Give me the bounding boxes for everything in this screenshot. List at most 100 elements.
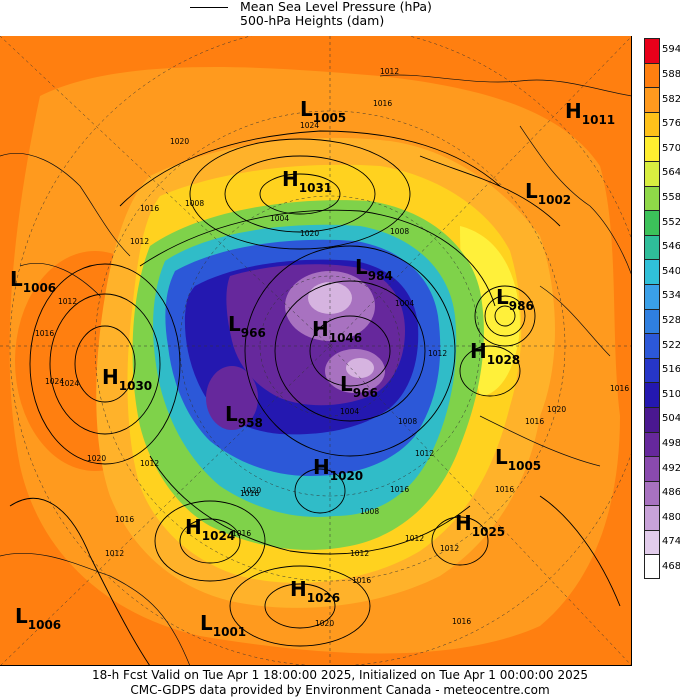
isobar-label: 1020 (87, 454, 106, 463)
high-pressure-center: H1026 (290, 577, 340, 605)
legend-header: Mean Sea Level Pressure (hPa) 500-hPa He… (0, 0, 680, 36)
colorbar-swatch (644, 431, 660, 457)
low-pressure-center: L984 (355, 255, 393, 283)
colorbar-swatch (644, 38, 660, 63)
low-pressure-center: L1001 (200, 611, 246, 639)
colorbar-level-label: 582 (662, 93, 680, 105)
high-pressure-center: H1025 (455, 511, 505, 539)
pressure-center-layer: L1005 H1011 H1031 L1002 L1006 L986 H1030 L966 H1… (10, 97, 615, 639)
colorbar-level-label: 552 (662, 216, 680, 228)
coastlines (0, 74, 631, 665)
high-pressure-center: H1020 (313, 455, 363, 483)
isobar-label: 1004 (270, 214, 289, 223)
isobar-label: 1008 (185, 199, 204, 208)
colorbar-level-label: 576 (662, 118, 680, 130)
colorbar-level-label: 558 (662, 191, 680, 203)
colorbar-level-label: 522 (662, 339, 680, 351)
colorbar-level-label: 498 (662, 437, 680, 449)
data-credit-text: CMC-GDPS data provided by Environment Ca… (130, 683, 550, 697)
isobar-label: 1020 (315, 619, 334, 628)
isobar-label: 1016 (140, 204, 159, 213)
colorbar-level-label: 468 (662, 560, 680, 572)
low-pressure-center: L1006 (15, 604, 61, 632)
isobar-label: 1016 (610, 384, 629, 393)
colorbar-level-label: 480 (662, 511, 680, 523)
colorbar-level-label: 546 (662, 241, 680, 253)
colorbar-swatch (644, 283, 660, 309)
colorbar-swatch (644, 505, 660, 530)
isobar-legend-line (190, 7, 228, 8)
isobar-label-layer: 1012 1016 1024 1020 1008 1012 1016 1016 1024 1020… (35, 67, 629, 628)
high-pressure-center: H1030 (102, 365, 152, 393)
colorbar-level-label: 594 (662, 44, 680, 56)
low-pressure-center: L966 (340, 372, 378, 400)
colorbar-swatch (644, 111, 660, 137)
weather-map: 1012 1016 1024 1020 1008 1012 1016 1016 1024 1020… (0, 36, 632, 666)
isobar-label: 1016 (240, 489, 259, 498)
isobar-label: 1024 (300, 121, 319, 130)
isobar-label: 1016 (525, 417, 544, 426)
height-colorbar (644, 38, 660, 580)
colorbar-level-label: 564 (662, 167, 680, 179)
low-pressure-center: L958 (225, 402, 263, 430)
isobar-label: 1020 (300, 229, 319, 238)
isobar-label: 1008 (390, 227, 409, 236)
isobar-label: 1012 (380, 67, 399, 76)
colorbar-swatch (644, 456, 660, 481)
footer: 18-h Fcst Valid on Tue Apr 1 18:00:00 20… (0, 668, 680, 698)
isobar-label: 1008 (360, 507, 379, 516)
colorbar-level-label: 474 (662, 536, 680, 548)
isobar-label: 1016 (452, 617, 471, 626)
low-pressure-center: L1006 (10, 267, 56, 295)
colorbar-swatch (644, 554, 660, 580)
isobar-label: 1016 (115, 515, 134, 524)
colorbar-swatch (644, 382, 660, 407)
colorbar-swatch (644, 259, 660, 284)
isobar-label: 1020 (547, 405, 566, 414)
colorbar-swatch (644, 185, 660, 211)
isobar-label: 1004 (395, 299, 414, 308)
colorbar-swatch (644, 357, 660, 383)
isobar-label: 1016 (35, 329, 54, 338)
height-field-492-lobe (206, 366, 258, 430)
low-pressure-center: L966 (228, 312, 266, 340)
isobar-label: 1024 (45, 377, 64, 386)
colorbar-swatch (644, 480, 660, 506)
colorbar-level-label: 492 (662, 462, 680, 474)
isobar-label: 1024 (60, 379, 79, 388)
isobar-label: 1012 (428, 349, 447, 358)
heights-legend-label: 500-hPa Heights (dam) (240, 13, 385, 28)
low-pressure-center: L1005 (495, 445, 541, 473)
height-field-474 (308, 282, 374, 378)
colorbar-level-label: 504 (662, 413, 680, 425)
isobar-label: 1012 (130, 237, 149, 246)
isobar-label: 1012 (58, 297, 77, 306)
colorbar-level-label: 516 (662, 364, 680, 376)
colorbar-level-label: 570 (662, 142, 680, 154)
colorbar-swatch (644, 160, 660, 186)
isobar-label: 1008 (398, 417, 417, 426)
forecast-valid-text: 18-h Fcst Valid on Tue Apr 1 18:00:00 20… (92, 668, 588, 682)
isobar-label: 1016 (232, 529, 251, 538)
pressure-legend-label: Mean Sea Level Pressure (hPa) (240, 0, 432, 14)
colorbar-swatch (644, 62, 660, 88)
colorbar-level-label: 486 (662, 487, 680, 499)
colorbar-swatch (644, 210, 660, 235)
colorbar-swatch (644, 308, 660, 334)
isobar-label: 1004 (340, 407, 359, 416)
isobar-label: 1016 (390, 485, 409, 494)
colorbar-swatch (644, 87, 660, 112)
isobar-label: 1012 (350, 549, 369, 558)
colorbar-level-label: 510 (662, 388, 680, 400)
colorbar-swatch (644, 529, 660, 555)
colorbar-swatch (644, 333, 660, 358)
high-pressure-center: H1046 (312, 317, 362, 345)
high-pressure-center: H1011 (565, 99, 615, 127)
colorbar-level-label: 528 (662, 314, 680, 326)
colorbar-level-label: 540 (662, 265, 680, 277)
low-pressure-center: L986 (496, 285, 534, 313)
low-pressure-center: L1005 (300, 97, 346, 125)
isobar-label: 1012 (140, 459, 159, 468)
isobar-label: 1012 (105, 549, 124, 558)
colorbar-swatch (644, 136, 660, 161)
